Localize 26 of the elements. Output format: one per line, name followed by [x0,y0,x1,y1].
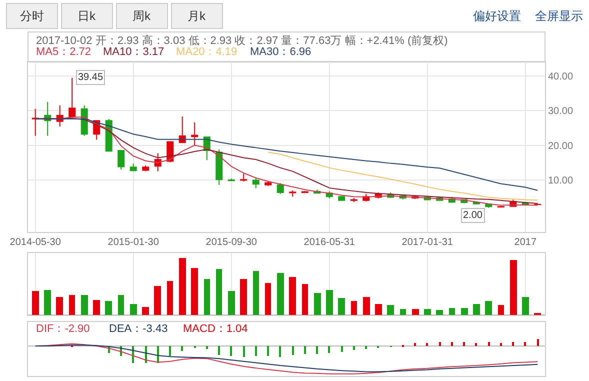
text: 偏好设置 [473,9,521,23]
x-tick-label: 2016-05-31 [304,237,356,248]
annotation: 39.45 [78,72,104,83]
y-tick-label: 20.00 [548,140,574,152]
text: MA30：6.96 [250,46,312,58]
text: 全屏显示 [535,9,583,23]
text: 周k [132,9,152,23]
text: 日k [78,9,96,23]
x-tick-label: 2014-05-30 [10,237,62,248]
annotation: 2.00 [463,210,483,221]
chart-subtitle: 2017-10-02 开：2.93 高：3.03 低：2.93 收：2.97 量：77.63万 幅：+2.41% (前复权) [36,34,448,47]
x-tick-label: 2015-01-30 [108,237,160,248]
text: MA20：4.19 [176,46,238,58]
y-tick-label: 30.00 [548,106,574,118]
text: 月k [188,9,206,23]
series-label: DIF：-2.90 [36,323,90,335]
y-tick-label: 10.00 [548,175,574,186]
text: 分时 [20,9,44,23]
y-tick-label: 40.00 [548,71,574,82]
x-tick-label: 2015-09-30 [206,237,258,248]
series-label: DEA：-3.43 [109,323,168,335]
text: MA5：2.72 [36,46,92,58]
x-tick-label: 2017-01-31 [402,237,454,248]
x-tick-label: 2017 [514,237,537,248]
series-label: MACD：1.04 [183,323,248,335]
text: MA10：3.17 [103,46,164,58]
